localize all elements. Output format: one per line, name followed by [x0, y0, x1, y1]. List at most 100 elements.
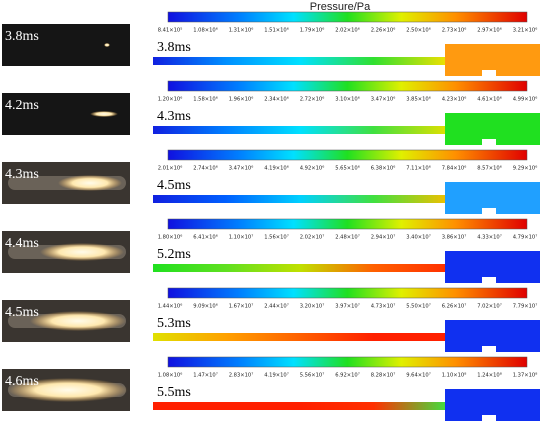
- colorbar-tick-label: 1.80×10⁶: [158, 235, 183, 241]
- pressure-strip: [153, 264, 447, 272]
- flame: [40, 243, 124, 261]
- flame: [58, 175, 122, 191]
- photo-label: 4.6ms: [5, 374, 39, 389]
- colorbar-tick-label: 2.34×10⁶: [264, 97, 289, 103]
- colorbar-tick-label: 2.73×10⁶: [442, 28, 467, 34]
- panel: 4.5ms 1.44×10⁶ 9.09×10⁶ 1.67×10⁷ 2.44×10⁷ 3.2…: [2, 287, 540, 352]
- pressure-strip: [153, 195, 447, 203]
- colorbar: [167, 356, 528, 368]
- colorbar-tick-label: 3.10×10⁶: [335, 97, 360, 103]
- colorbar-tick-label: 2.94×10⁷: [371, 235, 396, 241]
- notch: [482, 415, 496, 421]
- colorbar-tick-label: 9.64×10⁷: [406, 373, 431, 379]
- colorbar-tick-label: 3.20×10⁷: [300, 304, 325, 310]
- colorbar-tick-label: 2.72×10⁶: [300, 97, 325, 103]
- colorbar-tick-label: 1.10×10⁸: [442, 373, 467, 379]
- sim-label: 5.3ms: [157, 316, 191, 331]
- sim-label: 5.2ms: [157, 247, 191, 262]
- colorbar-tick-label: 5.65×10⁶: [335, 166, 360, 172]
- colorbar-tick-label: 1.58×10⁶: [193, 97, 218, 103]
- colorbar-tick-label: 2.02×10⁶: [335, 28, 360, 34]
- colorbar-tick-label: 5.56×10⁷: [300, 373, 325, 379]
- colorbar-tick-label: 8.41×10⁵: [158, 28, 183, 34]
- colorbar-tick-label: 7.11×10⁶: [406, 166, 431, 172]
- colorbar: [167, 149, 528, 161]
- panel: 4.6ms 1.08×10⁶ 1.47×10⁷ 2.83×10⁷ 4.19×10⁷ 5.5…: [2, 356, 540, 421]
- sim-label: 4.3ms: [157, 109, 191, 124]
- sim-label: 5.5ms: [157, 385, 191, 400]
- notch: [482, 70, 496, 76]
- colorbar-tick-label: 3.47×10⁶: [229, 166, 254, 172]
- colorbar-tick-label: 2.02×10⁷: [300, 235, 325, 241]
- colorbar: [167, 80, 528, 92]
- colorbar-tick-label: 7.02×10⁷: [477, 304, 502, 310]
- flame: [104, 43, 110, 47]
- colorbar-tick-label: 1.10×10⁷: [229, 235, 254, 241]
- flame: [90, 111, 118, 117]
- colorbar-tick-label: 4.23×10⁶: [442, 97, 467, 103]
- photo-label: 3.8ms: [5, 29, 39, 44]
- colorbar-tick-label: 1.24×10⁸: [477, 373, 502, 379]
- pressure-strip: [153, 126, 447, 134]
- colorbar-tick-label: 7.79×10⁷: [513, 304, 538, 310]
- photo-label: 4.3ms: [5, 167, 39, 182]
- colorbar-tick-label: 4.73×10⁷: [371, 304, 396, 310]
- colorbar-tick-label: 2.26×10⁶: [371, 28, 396, 34]
- notch: [482, 139, 496, 145]
- panel: 4.4ms 1.80×10⁶ 6.41×10⁶ 1.10×10⁷ 1.56×10⁷ 2.0…: [2, 218, 540, 283]
- colorbar-tick-label: 2.74×10⁶: [193, 166, 218, 172]
- colorbar-tick-label: 2.83×10⁷: [229, 373, 254, 379]
- colorbar-tick-label: 4.79×10⁷: [513, 235, 538, 241]
- colorbar-tick-label: 1.47×10⁷: [193, 373, 218, 379]
- notch: [482, 208, 496, 214]
- colorbar-tick-label: 2.97×10⁶: [477, 28, 502, 34]
- colorbar-tick-label: 4.61×10⁶: [477, 97, 502, 103]
- colorbar-tick-label: 1.96×10⁶: [229, 97, 254, 103]
- colorbar-tick-label: 1.08×10⁶: [193, 28, 218, 34]
- colorbar-tick-label: 2.50×10⁶: [406, 28, 431, 34]
- colorbar-tick-label: 8.57×10⁶: [477, 166, 502, 172]
- pressure-strip: [153, 402, 447, 410]
- notch: [482, 277, 496, 283]
- colorbar-tick-label: 4.19×10⁷: [264, 373, 289, 379]
- figure-title: Pressure/Pa: [310, 1, 371, 13]
- colorbar-tick-label: 3.85×10⁶: [406, 97, 431, 103]
- panel: 4.3ms 2.01×10⁶ 2.74×10⁶ 3.47×10⁶ 4.19×10⁶ 4.9…: [2, 149, 540, 214]
- flame: [30, 311, 126, 331]
- colorbar-tick-label: 6.92×10⁷: [335, 373, 360, 379]
- colorbar-tick-label: 1.37×10⁸: [513, 373, 538, 379]
- panel: 4.2ms 1.20×10⁶ 1.58×10⁶ 1.96×10⁶ 2.34×10⁶ 2.7…: [2, 80, 540, 145]
- colorbar-tick-label: 3.21×10⁶: [513, 28, 538, 34]
- colorbar-tick-label: 1.67×10⁷: [229, 304, 254, 310]
- pressure-strip: [153, 57, 447, 65]
- colorbar-tick-label: 2.44×10⁷: [264, 304, 289, 310]
- colorbar-tick-label: 9.09×10⁶: [193, 304, 218, 310]
- photo-label: 4.4ms: [5, 236, 39, 251]
- sim-label: 3.8ms: [157, 40, 191, 55]
- colorbar-tick-label: 1.56×10⁷: [264, 235, 289, 241]
- colorbar-tick-label: 8.28×10⁷: [371, 373, 396, 379]
- photo-label: 4.5ms: [5, 305, 39, 320]
- photo-label: 4.2ms: [5, 98, 39, 113]
- colorbar-tick-label: 6.26×10⁷: [442, 304, 467, 310]
- sim-label: 4.5ms: [157, 178, 191, 193]
- colorbar-tick-label: 3.86×10⁷: [442, 235, 467, 241]
- colorbar-tick-label: 2.48×10⁷: [335, 235, 360, 241]
- colorbar-tick-label: 1.31×10⁶: [229, 28, 254, 34]
- colorbar: [167, 287, 528, 299]
- colorbar-tick-label: 4.92×10⁶: [300, 166, 325, 172]
- colorbar-tick-label: 7.84×10⁶: [442, 166, 467, 172]
- colorbar-tick-label: 4.19×10⁶: [264, 166, 289, 172]
- flame: [8, 378, 128, 402]
- notch: [482, 346, 496, 352]
- colorbar-tick-label: 6.41×10⁶: [193, 235, 218, 241]
- colorbar-tick-label: 1.20×10⁶: [158, 97, 183, 103]
- colorbar-tick-label: 2.01×10⁶: [158, 166, 183, 172]
- colorbar-tick-label: 1.79×10⁶: [300, 28, 325, 34]
- colorbar: [167, 218, 528, 230]
- colorbar-tick-label: 3.47×10⁶: [371, 97, 396, 103]
- colorbar: [167, 11, 528, 23]
- pressure-strip: [153, 333, 447, 341]
- colorbar-tick-label: 6.38×10⁶: [371, 166, 396, 172]
